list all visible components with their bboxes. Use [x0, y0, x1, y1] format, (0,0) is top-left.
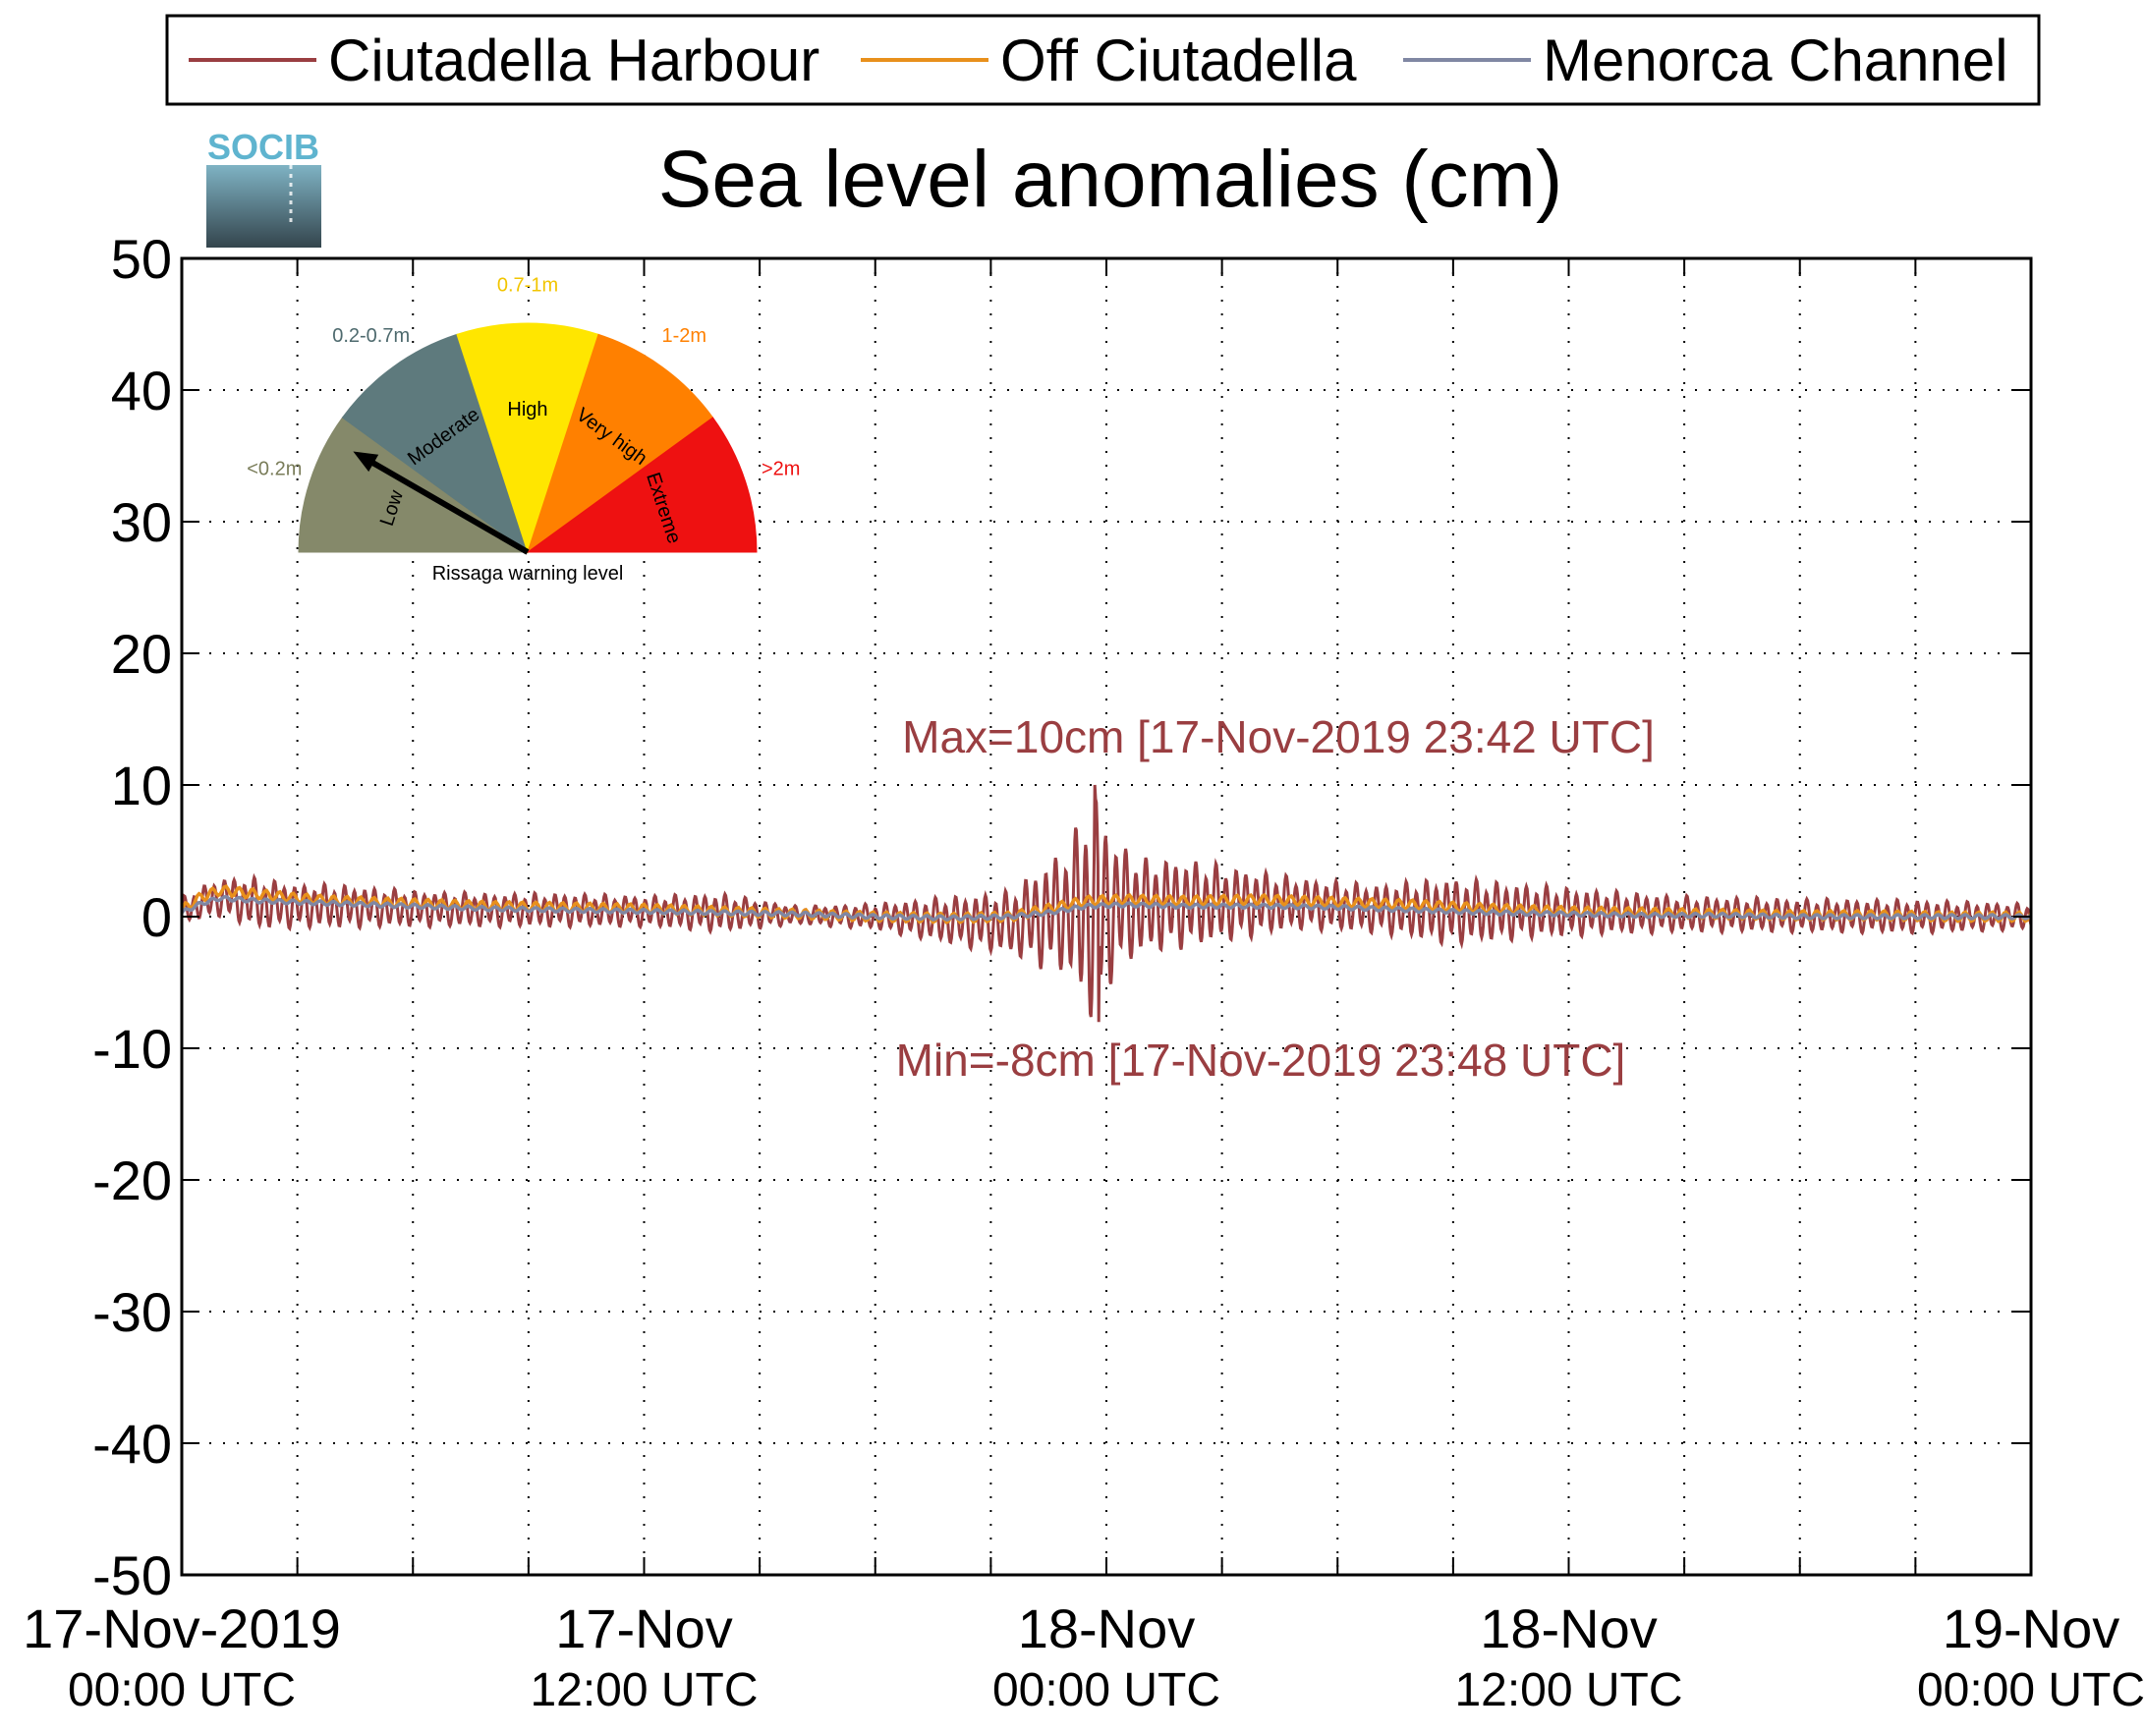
y-tick-label: 40: [111, 360, 172, 421]
gauge-range-label: 0.2-0.7m: [332, 325, 410, 347]
y-tick-label: -10: [92, 1018, 172, 1080]
series-layer: [180, 784, 2033, 1023]
gauge-segment: [527, 333, 714, 554]
x-tick-label-time: 00:00 UTC: [992, 1664, 1220, 1716]
y-tick-label: 30: [111, 491, 172, 553]
grid: [182, 258, 2031, 1575]
x-tick-label-date: 17-Nov: [555, 1597, 733, 1659]
y-tick-label: 0: [141, 886, 172, 948]
gauge-range-label: >2m: [762, 459, 800, 480]
gauge-segment: [456, 322, 599, 554]
gauge-segment-label: High: [507, 399, 547, 420]
x-tick-label-time: 12:00 UTC: [1454, 1664, 1682, 1716]
y-tick-label: 50: [111, 228, 172, 290]
legend-label-menorca-channel: Menorca Channel: [1543, 28, 2008, 93]
y-tick-label: -40: [92, 1413, 172, 1475]
x-tick-label-date: 18-Nov: [1480, 1597, 1658, 1659]
y-tick-label: -30: [92, 1281, 172, 1343]
y-axis: 50 40 30 20 10 0 -10 -20 -30 -40 -50: [92, 228, 2031, 1606]
gauge-range-label: 1-2m: [662, 325, 707, 347]
gauge-caption: Rissaga warning level: [432, 563, 624, 585]
socib-logo: SOCIB: [206, 127, 321, 248]
series-menorca-channel: [180, 894, 2033, 923]
gauge-segment: [526, 417, 758, 553]
chart-title: Sea level anomalies (cm): [658, 135, 1563, 224]
x-tick-label-date: 17-Nov-2019: [23, 1597, 341, 1659]
y-tick-label: 10: [111, 755, 172, 816]
y-tick-label: 20: [111, 623, 172, 685]
x-tick-label-date: 18-Nov: [1018, 1597, 1196, 1659]
x-tick-label-time: 12:00 UTC: [530, 1664, 758, 1716]
legend: Ciutadella Harbour Off Ciutadella Menorc…: [165, 14, 2041, 106]
min-annotation: Min=-8cm [17-Nov-2019 23:48 UTC]: [896, 1035, 1626, 1086]
max-annotation: Max=10cm [17-Nov-2019 23:42 UTC]: [902, 711, 1655, 762]
x-tick-label-date: 19-Nov: [1943, 1597, 2120, 1659]
socib-logo-text: SOCIB: [207, 127, 319, 167]
legend-label-off-ciutadella: Off Ciutadella: [1000, 28, 1357, 93]
x-tick-label-time: 00:00 UTC: [68, 1664, 296, 1716]
gauge-pointer: [364, 455, 530, 555]
gauge-range-label: <0.2m: [247, 459, 302, 480]
series-ciutadella-harbour: [180, 784, 2033, 1023]
y-tick-label: -50: [92, 1544, 172, 1606]
legend-label-ciutadella-harbour: Ciutadella Harbour: [328, 28, 819, 93]
annotations: Max=10cm [17-Nov-2019 23:42 UTC] Min=-8cm…: [896, 711, 1655, 1086]
gauge-pointer-head: [353, 451, 379, 473]
gauge-range-label: 0.7-1m: [497, 274, 558, 296]
x-tick-label-time: 00:00 UTC: [1917, 1664, 2145, 1716]
y-tick-label: -20: [92, 1149, 172, 1211]
gauge-segment: [341, 333, 529, 554]
